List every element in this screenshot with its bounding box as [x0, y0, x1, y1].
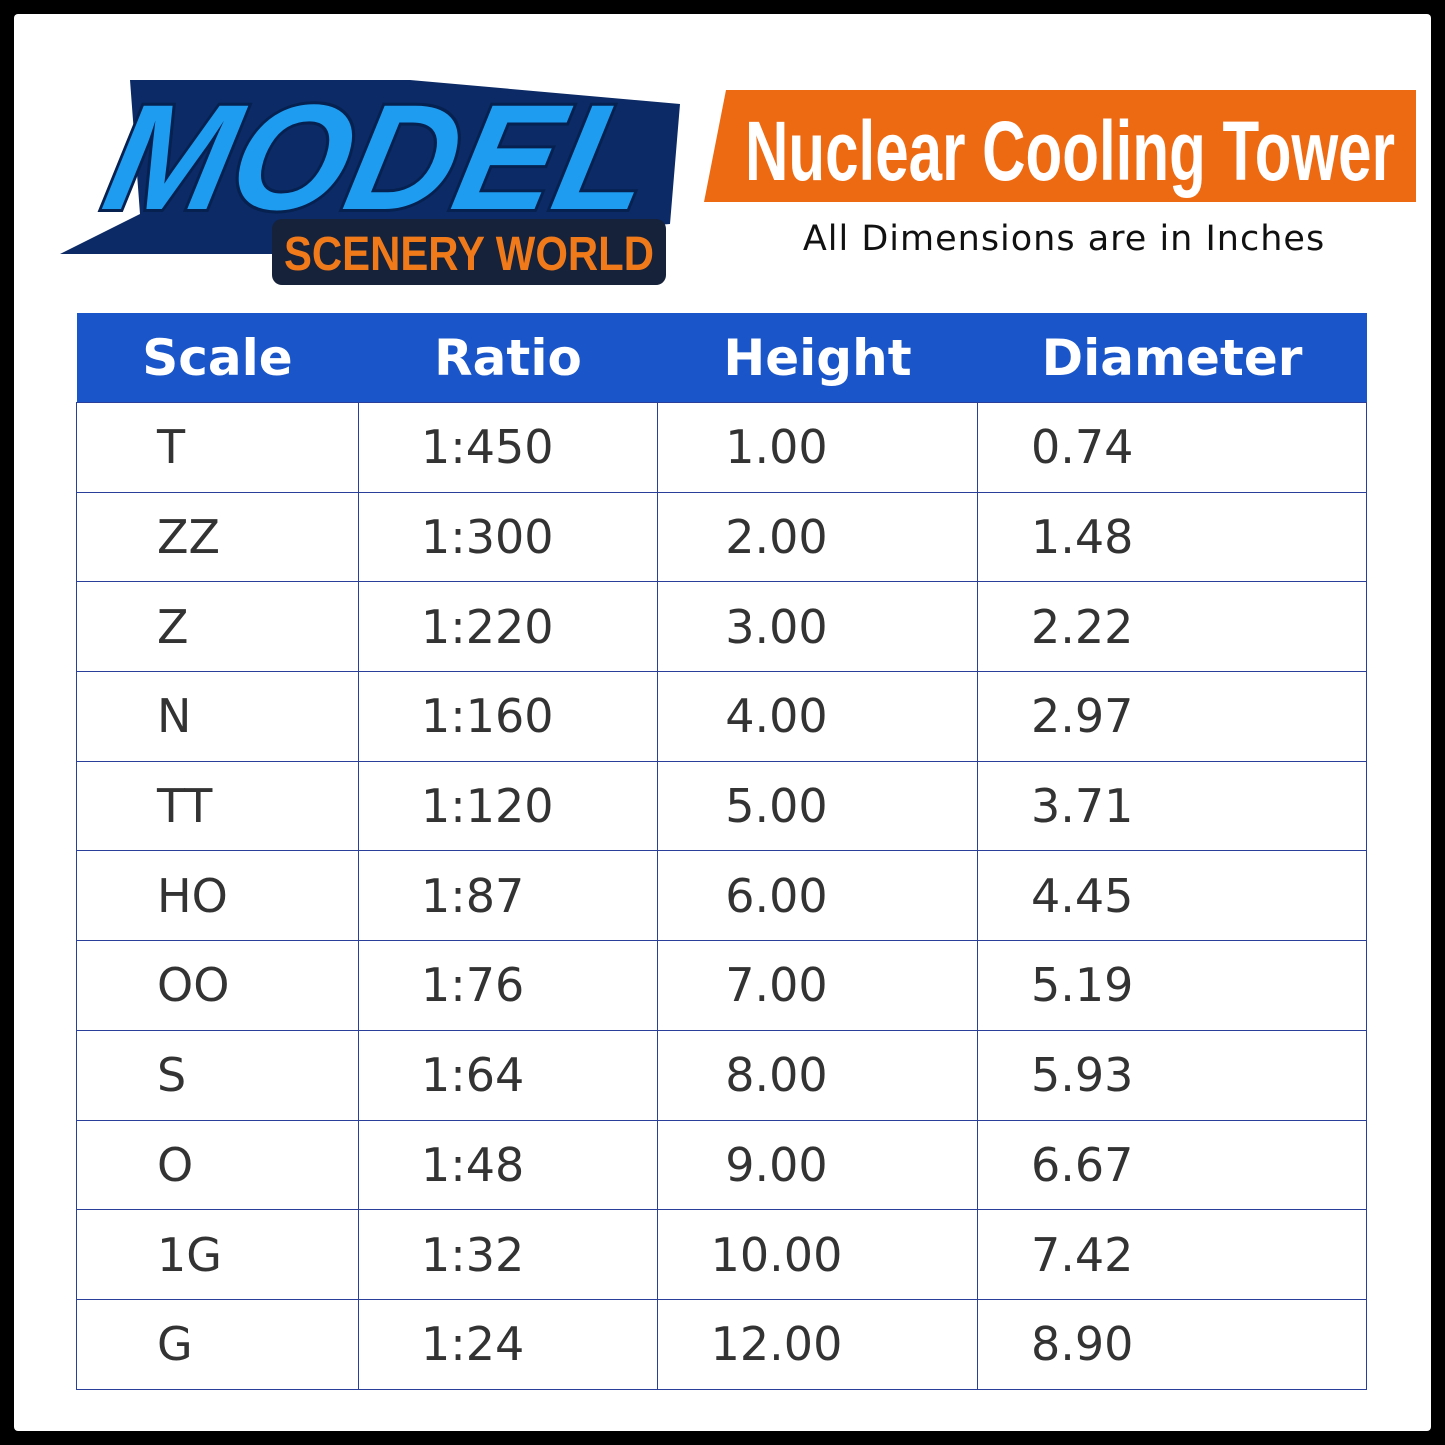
- table-row: Z 1:220 3.00 2.22: [76, 581, 1367, 673]
- table-cell: 1.48: [977, 491, 1367, 583]
- table-row: TT 1:120 5.00 3.71: [76, 760, 1367, 852]
- table-cell: S: [76, 1029, 359, 1121]
- logo: MODEL SCENERY WORLD: [60, 72, 680, 285]
- table-cell: Z: [76, 581, 359, 673]
- table-cell: 9.00: [657, 1119, 978, 1211]
- table-row: G 1:24 12.00 8.90: [76, 1298, 1367, 1390]
- table-cell: 1:48: [358, 1119, 658, 1211]
- column-header: Diameter: [977, 313, 1367, 403]
- card: MODEL SCENERY WORLD Nuclear Cooling Towe…: [14, 14, 1431, 1431]
- page-title: Nuclear Cooling Tower: [745, 104, 1395, 198]
- table-cell: O: [76, 1119, 359, 1211]
- table-cell: TT: [76, 760, 359, 852]
- table-row: HO 1:87 6.00 4.45: [76, 850, 1367, 942]
- table-cell: N: [76, 671, 359, 762]
- table-cell: 1:450: [358, 402, 658, 493]
- table-cell: 2.00: [657, 491, 978, 583]
- table-cell: 1:300: [358, 491, 658, 583]
- table-cell: 5.19: [977, 940, 1367, 1031]
- table-cell: G: [76, 1298, 359, 1390]
- table-cell: 7.42: [977, 1209, 1367, 1300]
- table-cell: 1:120: [358, 760, 658, 852]
- table-row: ZZ 1:300 2.00 1.48: [76, 491, 1367, 583]
- table-row: OO 1:76 7.00 5.19: [76, 940, 1367, 1031]
- table-cell: 3.71: [977, 760, 1367, 852]
- table-cell: 12.00: [657, 1298, 978, 1390]
- logo-plate: [272, 219, 666, 285]
- table-cell: 6.00: [657, 850, 978, 942]
- table-cell: 5.93: [977, 1029, 1367, 1121]
- logo-subtitle: SCENERY WORLD: [284, 228, 654, 281]
- column-header: Scale: [76, 313, 359, 403]
- table-cell: 1:76: [358, 940, 658, 1031]
- table-cell: 4.00: [657, 671, 978, 762]
- title-banner: Nuclear Cooling Tower: [704, 90, 1416, 202]
- table-cell: 2.22: [977, 581, 1367, 673]
- column-header: Ratio: [358, 313, 658, 403]
- logo-backdrop: [60, 80, 680, 254]
- table-row: T 1:450 1.00 0.74: [76, 402, 1367, 493]
- table-cell: 8.90: [977, 1298, 1367, 1390]
- table-cell: 1:87: [358, 850, 658, 942]
- table-cell: 6.67: [977, 1119, 1367, 1211]
- table-cell: 1.00: [657, 402, 978, 493]
- table-cell: 8.00: [657, 1029, 978, 1121]
- table-row: O 1:48 9.00 6.67: [76, 1119, 1367, 1211]
- table-row: 1G 1:32 10.00 7.42: [76, 1209, 1367, 1300]
- table-body: T 1:450 1.00 0.74 ZZ 1:300 2.00 1.48 Z 1:220 3.00 2…: [76, 402, 1367, 1390]
- table-cell: 1:220: [358, 581, 658, 673]
- table-cell: 2.97: [977, 671, 1367, 762]
- table-cell: 0.74: [977, 402, 1367, 493]
- table-cell: 4.45: [977, 850, 1367, 942]
- table-row: N 1:160 4.00 2.97: [76, 671, 1367, 762]
- table-cell: 1:32: [358, 1209, 658, 1300]
- table-cell: OO: [76, 940, 359, 1031]
- page-subtitle: All Dimensions are in Inches: [802, 219, 1326, 259]
- table-cell: T: [76, 402, 359, 493]
- table-cell: HO: [76, 850, 359, 942]
- header-row: Scale Ratio Height Diameter: [76, 313, 1367, 403]
- table-cell: 3.00: [657, 581, 978, 673]
- table-cell: 1:64: [358, 1029, 658, 1121]
- banner-shape: [704, 90, 1416, 202]
- table-cell: 1:24: [358, 1298, 658, 1390]
- table-cell: ZZ: [76, 491, 359, 583]
- column-header: Height: [657, 313, 978, 403]
- table-cell: 10.00: [657, 1209, 978, 1300]
- table-cell: 5.00: [657, 760, 978, 852]
- table-cell: 7.00: [657, 940, 978, 1031]
- table-row: S 1:64 8.00 5.93: [76, 1029, 1367, 1121]
- dimension-table: Scale Ratio Height Diameter T 1:450 1.00 0.74 Z…: [76, 313, 1367, 1390]
- table-cell: 1G: [76, 1209, 359, 1300]
- logo-title: MODEL: [92, 75, 668, 242]
- table-cell: 1:160: [358, 671, 658, 762]
